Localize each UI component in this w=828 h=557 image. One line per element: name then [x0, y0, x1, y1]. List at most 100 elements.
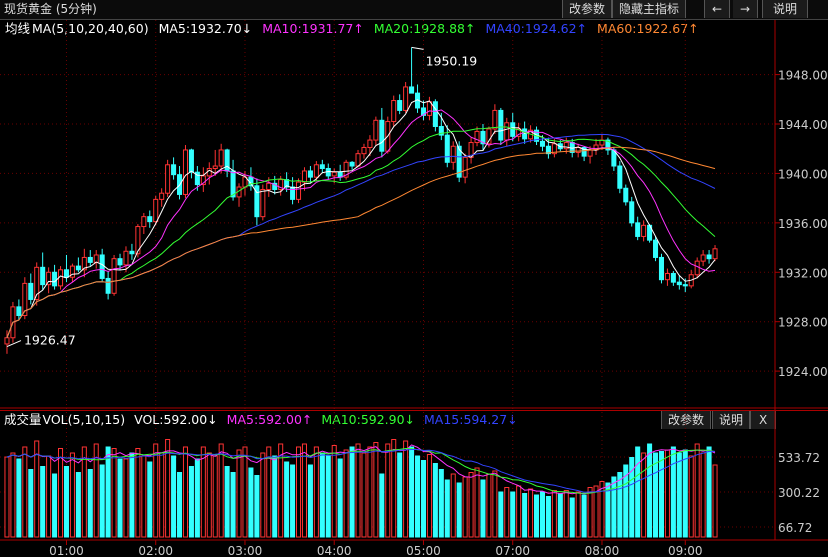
- volume-bar: [522, 493, 528, 538]
- volume-bar: [700, 452, 706, 538]
- volume-bar: [611, 476, 617, 538]
- candle-body: [331, 171, 337, 177]
- volume-bar: [498, 491, 504, 538]
- candle-body: [260, 188, 266, 218]
- volume-bar: [129, 452, 135, 538]
- volume-bar: [688, 455, 694, 538]
- volume-bar: [581, 494, 587, 538]
- candle-body: [117, 258, 123, 266]
- title-bar: 现货黄金 (5分钟) 改参数 隐藏主指标 ← → 说明: [0, 0, 828, 20]
- candle-body: [153, 198, 159, 223]
- ma20-line: [6, 126, 716, 338]
- time-tick-label: 09:00: [668, 544, 703, 557]
- candle-body: [444, 134, 450, 163]
- price-tick-label: 1940.00: [778, 167, 828, 181]
- volume-help-button[interactable]: 说明: [712, 411, 751, 429]
- candle-body: [593, 144, 599, 151]
- volume-bar: [694, 443, 700, 538]
- candle-body: [75, 265, 81, 271]
- volume-bar: [391, 439, 397, 538]
- candle-body: [105, 277, 111, 294]
- volume-bar: [415, 455, 421, 538]
- volume-bar: [373, 442, 379, 538]
- volume-bar: [266, 446, 272, 538]
- candle-body: [141, 216, 147, 228]
- time-tick-label: 08:00: [585, 544, 620, 557]
- candle-body: [397, 100, 403, 111]
- volume-bar: [93, 443, 99, 538]
- close-icon[interactable]: X: [750, 411, 777, 429]
- candle-body: [147, 216, 153, 223]
- volume-bar: [290, 464, 296, 538]
- candle-body: [46, 271, 52, 286]
- volume-bar: [135, 448, 141, 538]
- volume-bar: [81, 446, 87, 538]
- candle-body: [712, 248, 718, 260]
- high-marker: [411, 46, 424, 50]
- candle-body: [254, 185, 260, 218]
- volume-bar: [676, 452, 682, 538]
- candle-body: [278, 179, 284, 190]
- hide-main-indicator-button[interactable]: 隐藏主指标: [612, 0, 687, 18]
- help-button[interactable]: 说明: [762, 0, 809, 18]
- volume-bar: [337, 458, 343, 538]
- candle-body: [171, 164, 177, 176]
- volume-indicator-params: VOL(5,10,15): [42, 412, 126, 427]
- volume-change-params-button[interactable]: 改参数: [661, 411, 712, 429]
- candle-body: [10, 306, 16, 339]
- volume-bar: [635, 446, 641, 538]
- change-params-button[interactable]: 改参数: [562, 0, 613, 18]
- candlesticks: [4, 47, 718, 354]
- ma20-value: MA20:1928.88↑: [373, 21, 476, 36]
- volume-bar: [182, 446, 188, 538]
- candle-body: [700, 254, 706, 262]
- volume-bar: [99, 464, 105, 538]
- volume-bar: [159, 452, 165, 538]
- volume-bar: [87, 469, 93, 538]
- candle-body: [528, 129, 534, 140]
- time-tick-label: 02:00: [138, 544, 173, 557]
- volume-bar: [528, 488, 534, 538]
- main-indicator-params: MA(5,10,20,40,60): [32, 21, 149, 36]
- volume-bar: [534, 494, 540, 538]
- candle-body: [182, 149, 188, 195]
- volume-bar: [188, 466, 194, 538]
- price-tick-label: 1924.00: [778, 365, 828, 379]
- volume-bar: [254, 475, 260, 538]
- candle-body: [629, 201, 635, 224]
- candle-body: [22, 282, 28, 317]
- volume-bar: [658, 451, 664, 538]
- candle-body: [313, 164, 319, 178]
- volume-bar: [492, 470, 498, 538]
- volume-bar: [545, 496, 551, 538]
- volume-bar: [587, 487, 593, 538]
- candle-body: [58, 269, 64, 287]
- volume-ma-line: [6, 448, 716, 494]
- volume-tick-label: 533.72: [778, 451, 820, 465]
- candle-body: [670, 273, 676, 283]
- volume-bar: [230, 472, 236, 538]
- price-tick-label: 1936.00: [778, 217, 828, 231]
- volume-bar: [444, 479, 450, 538]
- candle-body: [52, 271, 58, 287]
- volume-bar: [123, 458, 129, 538]
- time-tick-label: 05:00: [406, 544, 441, 557]
- main-indicator-name: 均线: [5, 21, 31, 36]
- candle-body: [635, 222, 641, 237]
- volume-bar: [319, 452, 325, 538]
- candle-body: [236, 186, 242, 198]
- volume-bar: [486, 473, 492, 538]
- candle-body: [349, 161, 355, 167]
- volume-bar: [22, 446, 28, 538]
- candle-body: [248, 176, 254, 187]
- candle-body: [510, 122, 516, 137]
- volume-bar: [325, 455, 331, 538]
- volume-bar: [212, 455, 218, 538]
- volume-bar: [593, 485, 599, 538]
- volume-bar: [563, 490, 569, 538]
- arrow-right-icon[interactable]: →: [733, 0, 759, 18]
- arrow-left-icon[interactable]: ←: [704, 0, 731, 18]
- volume-indicator-name: 成交量: [4, 412, 42, 427]
- candle-body: [34, 266, 40, 300]
